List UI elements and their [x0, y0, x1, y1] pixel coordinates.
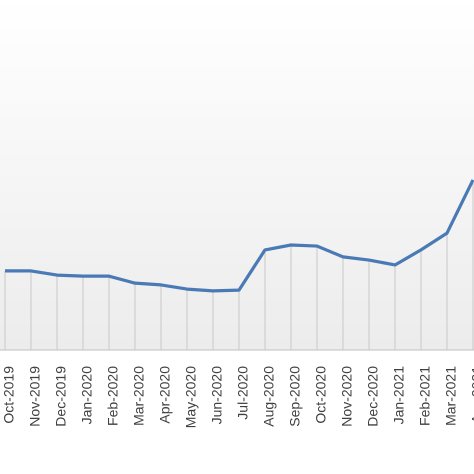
line-series — [5, 179, 474, 293]
x-tick-label: Feb-2021 — [417, 366, 433, 426]
x-tick-label: Oct-2020 — [313, 366, 329, 424]
x-tick-label: Jan-2020 — [79, 366, 95, 425]
x-tick-label: Apr-2021 — [469, 366, 474, 424]
x-tick-label: Nov-2019 — [27, 366, 43, 427]
x-tick-label: Apr-2020 — [157, 366, 173, 424]
x-tick-label: Oct-2019 — [1, 366, 17, 424]
x-tick-label: Feb-2020 — [105, 366, 121, 426]
x-tick-label: Mar-2021 — [443, 366, 459, 426]
plot-area — [0, 0, 474, 350]
x-tick-label: May-2020 — [183, 366, 199, 428]
x-tick-label: Jun-2020 — [209, 366, 225, 425]
x-tick-label: Aug-2020 — [261, 366, 277, 427]
x-tick-label: Nov-2020 — [339, 366, 355, 427]
x-tick-label: Dec-2019 — [53, 366, 69, 427]
x-tick-label: Mar-2020 — [131, 366, 147, 426]
x-tick-label: Jul-2020 — [235, 366, 251, 420]
x-tick-label: Dec-2020 — [365, 366, 381, 427]
x-tick-label: Jan-2021 — [391, 366, 407, 425]
x-tick-label: Sep-2020 — [287, 366, 303, 427]
